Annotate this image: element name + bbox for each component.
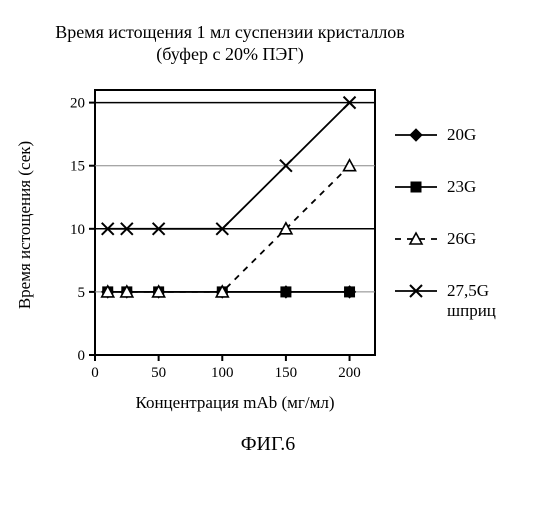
legend-item: 20G: [395, 125, 476, 144]
legend-label: 26G: [447, 229, 476, 248]
plot-border: [95, 90, 375, 355]
diamond-marker-icon: [410, 129, 422, 141]
y-tick-label: 20: [70, 96, 85, 112]
y-tick-label: 5: [78, 285, 86, 301]
x-tick-label: 200: [338, 365, 361, 381]
plot-area: 05101520050100150200: [70, 90, 375, 381]
y-axis-label: Время истощения (сек): [15, 141, 34, 309]
x-tick-label: 150: [275, 365, 298, 381]
y-tick-label: 10: [70, 222, 85, 238]
legend-label: 20G: [447, 125, 476, 144]
x-tick-label: 0: [91, 365, 99, 381]
legend: 20G 23G 26G 27,5Gшприц: [395, 125, 496, 320]
legend-item: 27,5Gшприц: [395, 281, 496, 320]
legend-label: 23G: [447, 177, 476, 196]
figure-caption: ФИГ.6: [241, 433, 296, 455]
square-marker-icon: [345, 287, 355, 297]
x-tick-label: 50: [151, 365, 166, 381]
square-marker-icon: [411, 182, 421, 192]
chart-root: Время истощения 1 мл суспензии кристалло…: [0, 0, 537, 500]
chart-title-1: Время истощения 1 мл суспензии кристалло…: [55, 22, 405, 42]
chart-title-2: (буфер с 20% ПЭГ): [156, 44, 303, 65]
x-tick-label: 100: [211, 365, 234, 381]
square-marker-icon: [281, 287, 291, 297]
legend-item: 26G: [395, 229, 476, 248]
legend-item: 23G: [395, 177, 476, 196]
legend-label: 27,5G: [447, 281, 489, 300]
y-tick-label: 0: [78, 348, 86, 364]
x-axis-label: Концентрация mAb (мг/мл): [135, 393, 334, 412]
legend-label-2: шприц: [447, 301, 496, 320]
y-tick-label: 15: [70, 159, 85, 175]
